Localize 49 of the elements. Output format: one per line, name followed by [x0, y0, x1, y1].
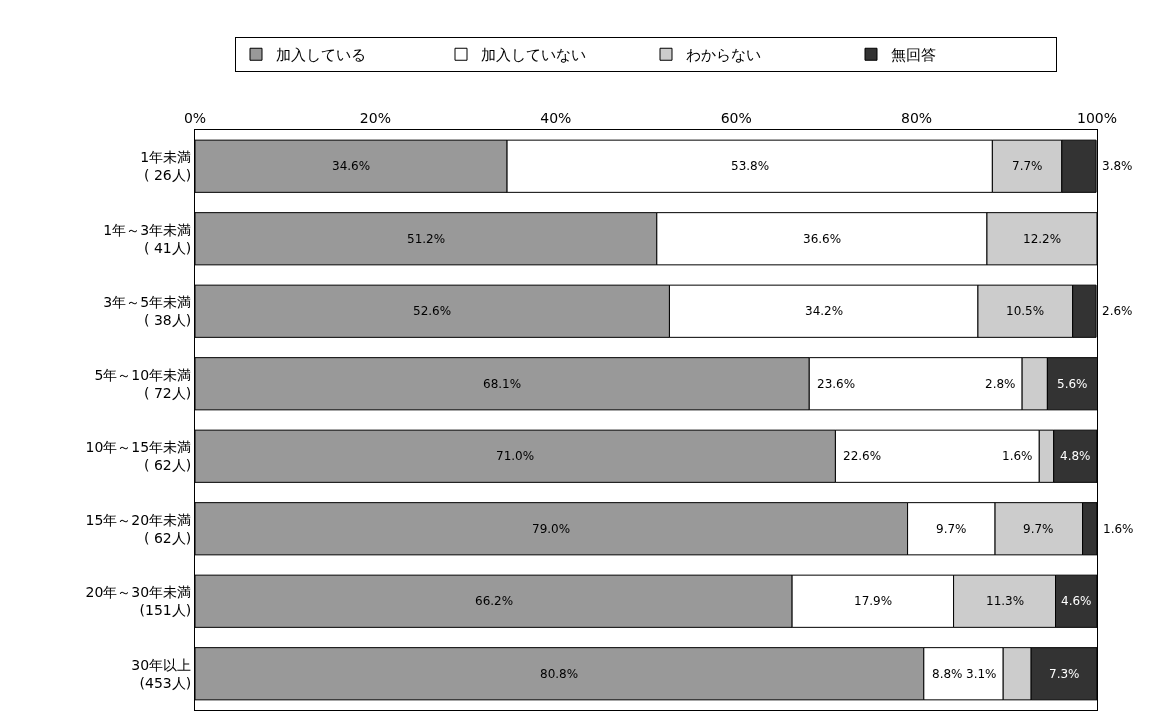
data-label: 1.6%	[1002, 449, 1033, 463]
data-label: 23.6%	[817, 377, 856, 391]
y-tick-label: 3年～5年未満 ( 38人)	[103, 294, 192, 329]
data-label: 9.7%	[1023, 522, 1054, 536]
legend-label: 加入している	[276, 46, 366, 65]
data-label: 8.8%	[932, 667, 963, 681]
y-tick-label: 30年以上 (453人)	[131, 656, 192, 691]
x-tick-label: 40%	[540, 110, 572, 127]
data-label: 34.6%	[332, 159, 371, 173]
legend-label: 無回答	[891, 46, 936, 65]
data-label: 66.2%	[475, 594, 514, 608]
data-label: 2.6%	[1102, 304, 1133, 318]
data-label: 36.6%	[803, 232, 842, 246]
data-label: 4.6%	[1061, 594, 1092, 608]
data-label: 3.8%	[1102, 159, 1133, 173]
data-label: 12.2%	[1023, 232, 1062, 246]
data-label: 7.7%	[1012, 159, 1043, 173]
data-label: 79.0%	[532, 522, 571, 536]
data-label: 53.8%	[731, 159, 770, 173]
y-tick-label: 1年未満 ( 26人)	[140, 149, 192, 184]
y-tick-label: 1年～3年未満 ( 41人)	[103, 221, 192, 256]
data-label: 3.1%	[966, 667, 997, 681]
x-tick-label: 0%	[183, 110, 207, 127]
data-label: 34.2%	[805, 304, 844, 318]
x-tick-label: 20%	[359, 110, 391, 127]
data-label: 17.9%	[854, 594, 893, 608]
y-tick-label: 5年～10年未満 ( 72人)	[94, 366, 192, 401]
y-tick-label: 10年～15年未満 ( 62人)	[85, 439, 192, 474]
y-tick-label: 20年～30年未満 (151人)	[85, 584, 192, 619]
data-label: 22.6%	[843, 449, 882, 463]
y-tick-label: 15年～20年未満 ( 62人)	[85, 511, 192, 546]
data-label: 5.6%	[1057, 377, 1088, 391]
x-tick-label: 100%	[1076, 110, 1118, 127]
data-label: 4.8%	[1060, 449, 1091, 463]
data-label: 80.8%	[540, 667, 579, 681]
data-label: 9.7%	[936, 522, 967, 536]
legend-label: 加入していない	[481, 46, 586, 65]
data-label: 10.5%	[1006, 304, 1045, 318]
data-label: 71.0%	[496, 449, 535, 463]
x-tick-label: 60%	[720, 110, 752, 127]
data-label: 11.3%	[986, 594, 1025, 608]
data-label: 2.8%	[985, 377, 1016, 391]
x-tick-label: 80%	[901, 110, 933, 127]
data-label: 52.6%	[413, 304, 452, 318]
legend-label: わからない	[686, 46, 761, 65]
data-label: 1.6%	[1103, 522, 1134, 536]
data-label: 51.2%	[407, 232, 446, 246]
data-label: 7.3%	[1049, 667, 1080, 681]
data-label: 68.1%	[483, 377, 522, 391]
